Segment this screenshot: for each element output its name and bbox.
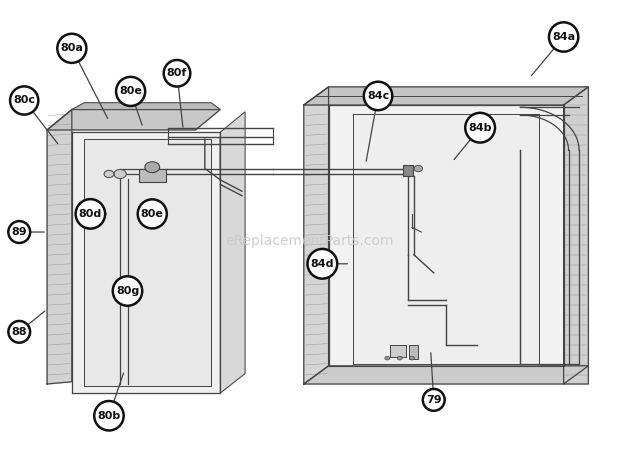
Circle shape [385, 356, 390, 360]
Polygon shape [72, 103, 220, 110]
Bar [139, 168, 166, 182]
Polygon shape [47, 110, 220, 130]
Bar [409, 345, 419, 359]
Text: 84b: 84b [468, 123, 492, 133]
Circle shape [397, 356, 402, 360]
Polygon shape [329, 105, 564, 366]
Text: 84d: 84d [311, 259, 334, 269]
Text: 79: 79 [426, 395, 441, 405]
Polygon shape [564, 87, 588, 384]
Text: 80e: 80e [141, 209, 164, 219]
Polygon shape [72, 132, 220, 393]
Circle shape [104, 170, 114, 177]
Bar [391, 345, 406, 357]
Text: eReplacementParts.com: eReplacementParts.com [226, 234, 394, 248]
Polygon shape [47, 110, 72, 384]
Circle shape [145, 162, 160, 172]
Circle shape [114, 169, 126, 178]
Polygon shape [353, 114, 539, 364]
Circle shape [414, 165, 423, 172]
Polygon shape [304, 366, 588, 384]
Circle shape [410, 356, 415, 360]
Polygon shape [84, 139, 211, 386]
Polygon shape [304, 87, 588, 105]
Text: 80b: 80b [97, 411, 120, 421]
Text: 80g: 80g [116, 286, 139, 296]
Text: 80c: 80c [13, 96, 35, 106]
Polygon shape [220, 112, 245, 393]
Polygon shape [304, 87, 329, 384]
Text: 84a: 84a [552, 32, 575, 42]
Bar [403, 165, 413, 176]
Text: 80e: 80e [119, 86, 142, 96]
Text: 80d: 80d [79, 209, 102, 219]
Text: 80f: 80f [167, 68, 187, 78]
Text: 88: 88 [12, 327, 27, 337]
Text: 80a: 80a [60, 43, 83, 53]
Text: 89: 89 [11, 227, 27, 237]
Text: 84c: 84c [367, 91, 389, 101]
